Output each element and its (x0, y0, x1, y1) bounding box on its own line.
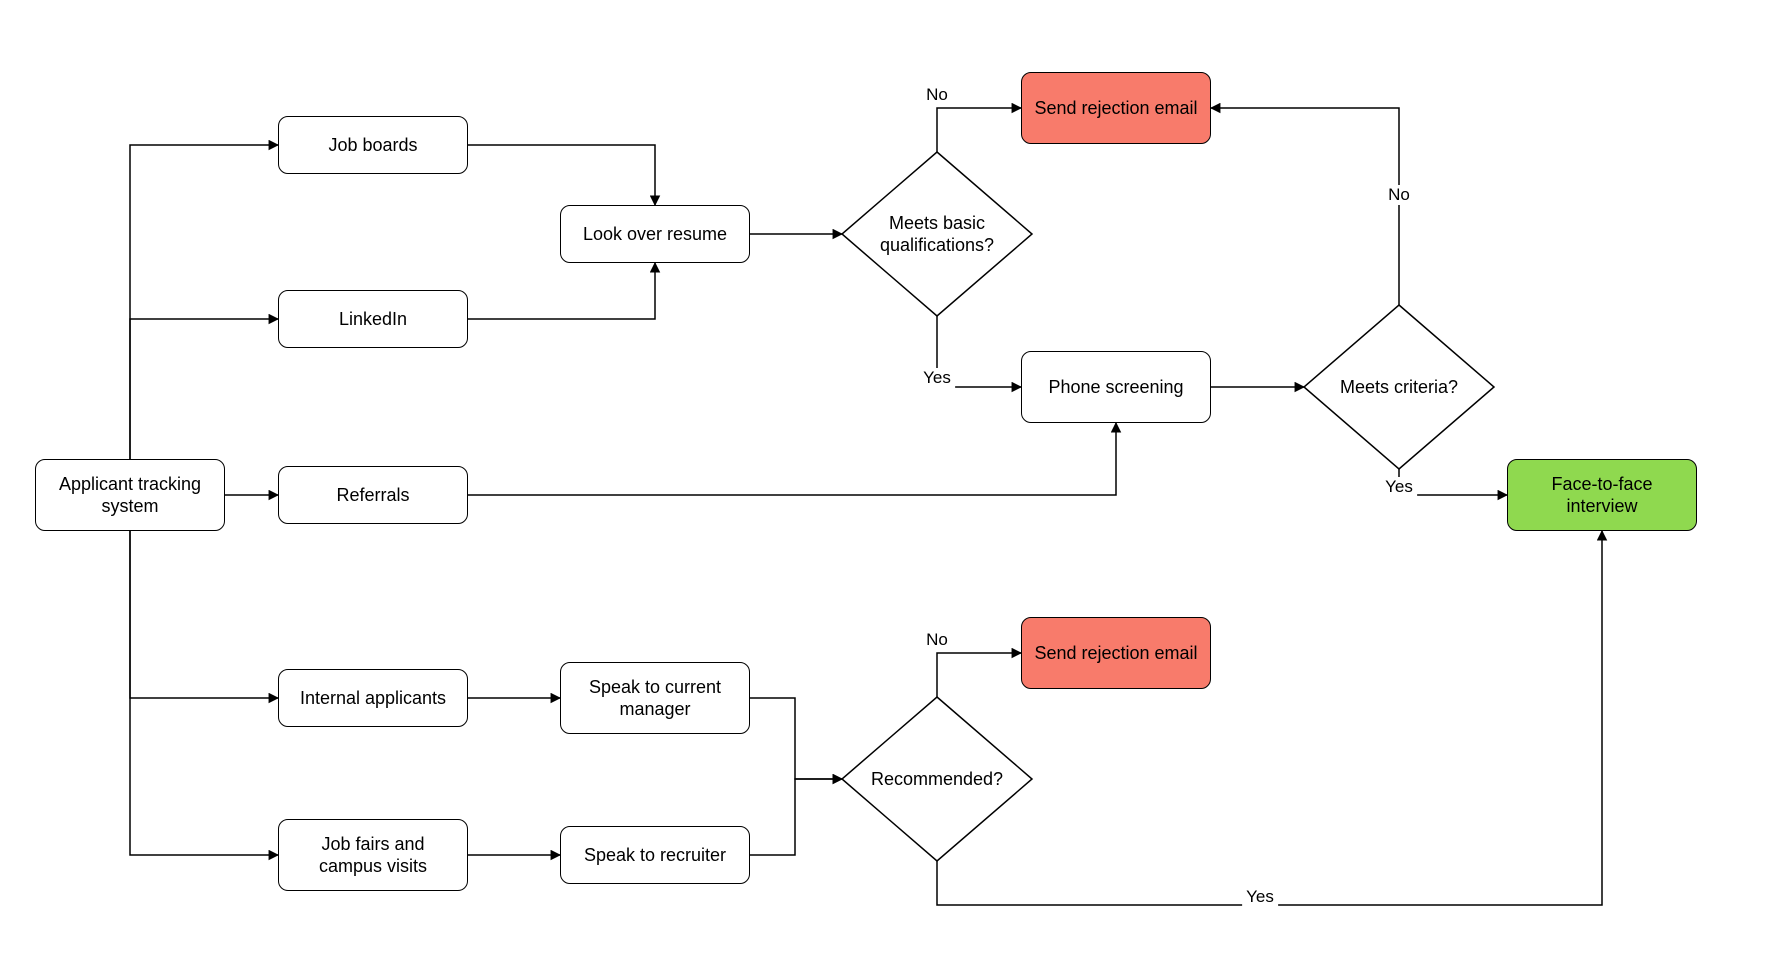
node-linkedin: LinkedIn (278, 290, 468, 348)
node-label: Referrals (336, 484, 409, 507)
node-label: Recommended? (871, 768, 1003, 791)
node-label: Look over resume (583, 223, 727, 246)
node-interview: Face-to-face interview (1507, 459, 1697, 531)
edge-label-quals-phone: Yes (919, 368, 955, 388)
edge-linkedin-to-resume (468, 263, 655, 319)
edge-ats-to-linkedin (130, 319, 278, 459)
node-referrals: Referrals (278, 466, 468, 524)
node-rejection1: Send rejection email (1021, 72, 1211, 144)
node-label: Meets criteria? (1340, 376, 1458, 399)
node-label: Speak to current manager (571, 676, 739, 721)
node-label: Send rejection email (1034, 642, 1197, 665)
edge-label-criteria-rejection1: No (1384, 185, 1414, 205)
node-label: Speak to recruiter (584, 844, 726, 867)
edge-ats-to-jobboards (130, 145, 278, 459)
edge-referrals-to-phone (468, 423, 1116, 495)
edge-label-criteria-interview: Yes (1381, 477, 1417, 497)
node-criteria: Meets criteria? (1304, 305, 1494, 469)
node-internal: Internal applicants (278, 669, 468, 727)
node-recommended: Recommended? (842, 697, 1032, 861)
edge-recommended-to-interview (937, 531, 1602, 905)
node-phone: Phone screening (1021, 351, 1211, 423)
node-label: Job fairs and campus visits (289, 833, 457, 878)
edge-speakrec-to-recommended (750, 779, 842, 855)
node-label: Meets basic qualifications? (869, 212, 1006, 257)
node-label: Internal applicants (300, 687, 446, 710)
node-ats: Applicant tracking system (35, 459, 225, 531)
node-label: Job boards (328, 134, 417, 157)
node-speakmgr: Speak to current manager (560, 662, 750, 734)
node-label: Send rejection email (1034, 97, 1197, 120)
node-label: Face-to-face interview (1518, 473, 1686, 518)
node-jobfairs: Job fairs and campus visits (278, 819, 468, 891)
node-rejection2: Send rejection email (1021, 617, 1211, 689)
node-label: LinkedIn (339, 308, 407, 331)
edge-label-recommended-rejection2: No (922, 630, 952, 650)
node-speakrec: Speak to recruiter (560, 826, 750, 884)
node-quals: Meets basic qualifications? (842, 152, 1032, 316)
edge-quals-to-rejection1 (937, 108, 1021, 152)
edge-jobboards-to-resume (468, 145, 655, 205)
edge-ats-to-internal (130, 531, 278, 698)
node-jobboards: Job boards (278, 116, 468, 174)
flowchart-canvas: Applicant tracking system Job boards Linke… (0, 0, 1767, 966)
edge-criteria-to-rejection1 (1211, 108, 1399, 305)
edge-label-recommended-interview: Yes (1242, 887, 1278, 907)
edge-speakmgr-to-recommended (750, 698, 842, 779)
node-resume: Look over resume (560, 205, 750, 263)
edge-ats-to-jobfairs (130, 531, 278, 855)
edge-recommended-to-rejection2 (937, 653, 1021, 697)
node-label: Phone screening (1048, 376, 1183, 399)
edge-label-quals-rejection1: No (922, 85, 952, 105)
node-label: Applicant tracking system (46, 473, 214, 518)
